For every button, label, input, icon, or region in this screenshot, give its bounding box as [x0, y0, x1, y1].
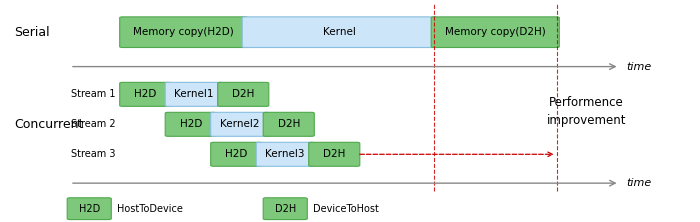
Text: D2H: D2H	[278, 119, 300, 129]
Text: H2D: H2D	[134, 89, 156, 99]
Text: Stream 1: Stream 1	[71, 89, 116, 99]
Text: HostToDevice: HostToDevice	[117, 204, 183, 214]
Text: H2D: H2D	[225, 149, 247, 159]
Text: Memory copy(H2D): Memory copy(H2D)	[134, 27, 234, 37]
FancyBboxPatch shape	[67, 198, 111, 220]
Text: Kernel3: Kernel3	[265, 149, 305, 159]
FancyBboxPatch shape	[431, 17, 559, 48]
FancyBboxPatch shape	[120, 17, 248, 48]
FancyBboxPatch shape	[211, 142, 262, 166]
FancyBboxPatch shape	[165, 112, 216, 136]
Text: H2D: H2D	[78, 204, 100, 214]
FancyBboxPatch shape	[263, 198, 307, 220]
FancyBboxPatch shape	[211, 112, 269, 136]
Text: Kernel: Kernel	[323, 27, 356, 37]
Text: Stream 3: Stream 3	[71, 149, 116, 159]
Text: D2H: D2H	[323, 149, 345, 159]
FancyBboxPatch shape	[165, 82, 223, 106]
Text: Serial: Serial	[14, 26, 50, 39]
Text: Memory copy(D2H): Memory copy(D2H)	[445, 27, 545, 37]
Text: Performence
improvement: Performence improvement	[547, 95, 626, 127]
Text: D2H: D2H	[232, 89, 254, 99]
FancyBboxPatch shape	[120, 82, 171, 106]
FancyBboxPatch shape	[309, 142, 360, 166]
Text: H2D: H2D	[180, 119, 202, 129]
Text: time: time	[626, 178, 652, 188]
Text: D2H: D2H	[274, 204, 296, 214]
Text: Concurrent: Concurrent	[14, 118, 83, 131]
FancyBboxPatch shape	[218, 82, 269, 106]
Text: DeviceToHost: DeviceToHost	[313, 204, 379, 214]
FancyBboxPatch shape	[263, 112, 314, 136]
FancyBboxPatch shape	[256, 142, 314, 166]
Text: time: time	[626, 61, 652, 72]
Text: Kernel2: Kernel2	[220, 119, 260, 129]
Text: Stream 2: Stream 2	[71, 119, 116, 129]
FancyBboxPatch shape	[242, 17, 437, 48]
Text: Kernel1: Kernel1	[174, 89, 214, 99]
